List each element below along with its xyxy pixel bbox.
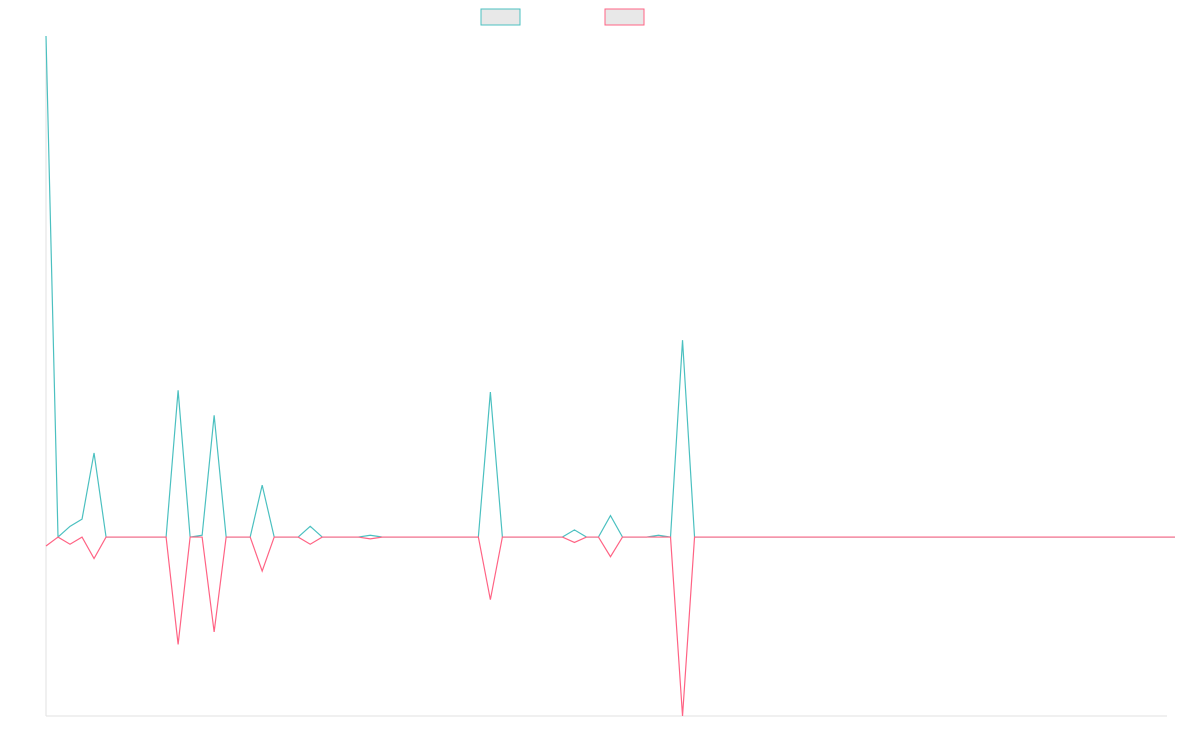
series-1-line [45,35,1175,539]
series-layer [45,35,1175,717]
legend-swatch-2 [604,8,645,26]
axes [45,36,1167,717]
legend-swatch-1 [480,8,521,26]
legend [480,8,645,26]
series-2-line [45,536,1175,717]
